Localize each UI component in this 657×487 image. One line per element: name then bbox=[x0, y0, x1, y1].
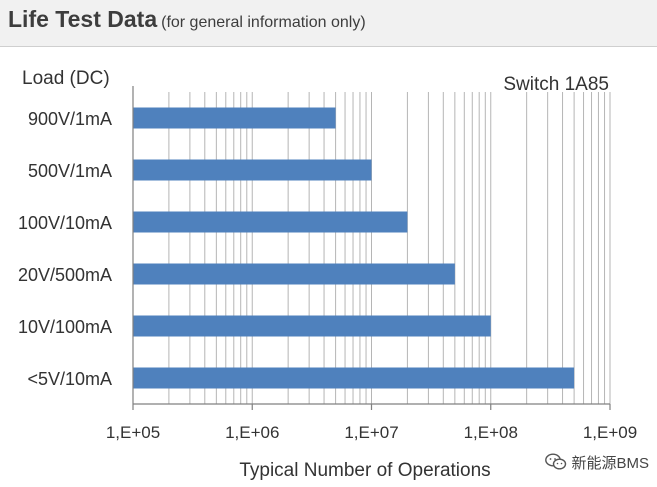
bar bbox=[133, 159, 372, 181]
bar bbox=[133, 263, 455, 285]
y-tick-label: 900V/1mA bbox=[28, 109, 112, 129]
wechat-icon bbox=[545, 453, 567, 470]
watermark: 新能源BMS bbox=[545, 451, 649, 473]
gridlines bbox=[168, 92, 611, 404]
title-text: Life Test Data bbox=[8, 6, 158, 32]
y-tick-label: 10V/100mA bbox=[18, 317, 112, 337]
x-tick-label: 1,E+05 bbox=[106, 423, 160, 442]
y-tick-label: 100V/10mA bbox=[18, 213, 112, 233]
page-title: Life Test Data (for general information o… bbox=[8, 6, 366, 33]
axes: 900V/1mA 500V/1mA 100V/10mA 20V/500mA 10V/10… bbox=[18, 86, 637, 442]
y-tick-label: <5V/10mA bbox=[27, 369, 112, 389]
x-tick-label: 1,E+09 bbox=[583, 423, 637, 442]
y-tick-label: 20V/500mA bbox=[18, 265, 112, 285]
y-tick-label: 500V/1mA bbox=[28, 161, 112, 181]
bar-series bbox=[133, 107, 575, 389]
y-axis-title: Load (DC) bbox=[22, 68, 110, 89]
x-tick-label: 1,E+07 bbox=[344, 423, 398, 442]
bar bbox=[133, 107, 336, 129]
chart-annotation: Switch 1A85 bbox=[503, 74, 609, 95]
watermark-text: 新能源BMS bbox=[571, 454, 649, 472]
x-tick-label: 1,E+08 bbox=[464, 423, 518, 442]
bar bbox=[133, 367, 575, 389]
header-bar: Life Test Data (for general information o… bbox=[0, 0, 657, 47]
bar bbox=[133, 315, 491, 337]
x-axis-title: Typical Number of Operations bbox=[239, 460, 490, 481]
x-tick-label: 1,E+06 bbox=[225, 423, 279, 442]
page-subtitle: (for general information only) bbox=[161, 14, 366, 31]
bar bbox=[133, 211, 408, 233]
